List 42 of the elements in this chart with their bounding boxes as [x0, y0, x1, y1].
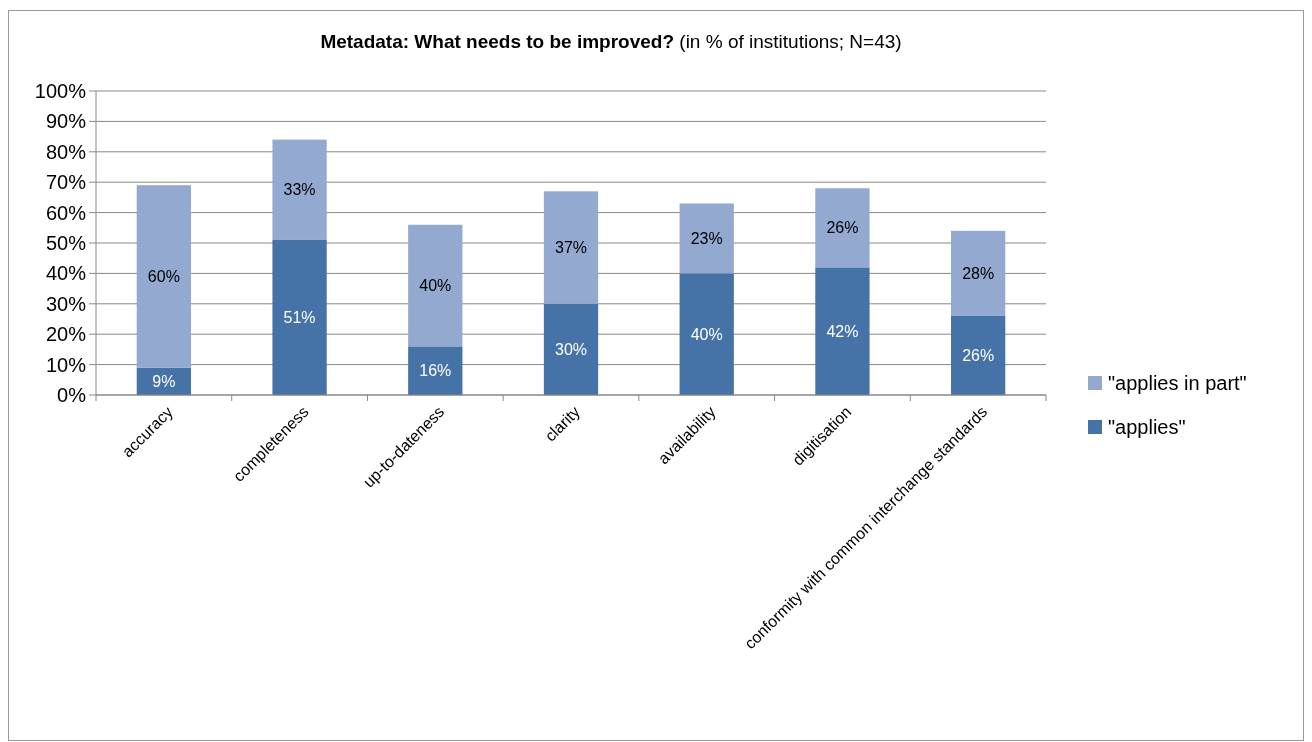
data-label: 9% — [152, 372, 176, 390]
bar — [679, 203, 734, 274]
legend-label: "applies in part" — [1108, 372, 1247, 394]
chart-subtitle: (in % of institutions; N=43) — [674, 31, 902, 52]
y-tick-label: 80% — [45, 140, 87, 163]
data-label: 23% — [690, 230, 723, 248]
data-label: 40% — [419, 277, 452, 295]
data-label: 33% — [283, 181, 316, 199]
bar — [272, 139, 327, 240]
y-tick-label: 50% — [45, 232, 87, 254]
bar — [408, 224, 463, 347]
data-label: 51% — [283, 309, 316, 327]
data-label: 37% — [554, 239, 588, 257]
y-tick-label: 70% — [45, 171, 87, 194]
bar — [815, 188, 870, 268]
y-tick-label: 40% — [45, 262, 87, 285]
bar — [136, 185, 191, 368]
bar — [543, 303, 599, 395]
data-label: 42% — [826, 322, 859, 340]
y-tick-label: 90% — [45, 110, 87, 133]
y-tick-label: 30% — [45, 292, 87, 315]
legend-label: "applies" — [1108, 416, 1186, 438]
y-tick-label: 10% — [45, 353, 87, 376]
y-tick-label: 60% — [45, 201, 87, 224]
data-label: 28% — [962, 265, 995, 282]
y-tick-label: 100% — [34, 80, 87, 102]
data-label: 60% — [147, 268, 180, 286]
bar — [543, 191, 599, 304]
y-tick-label: 20% — [45, 323, 87, 346]
bar — [408, 346, 463, 395]
y-tick-label: 0% — [57, 384, 87, 406]
bar — [272, 239, 327, 395]
data-label: 26% — [962, 347, 995, 365]
bar — [951, 230, 1006, 316]
chart-title: Metadata: What needs to be improved? — [320, 31, 675, 52]
data-label: 16% — [419, 362, 452, 380]
data-label: 26% — [826, 219, 859, 237]
bar — [679, 273, 734, 395]
bar — [815, 267, 870, 395]
data-label: 40% — [690, 325, 723, 343]
data-label: 30% — [554, 341, 588, 358]
bar — [951, 315, 1006, 395]
